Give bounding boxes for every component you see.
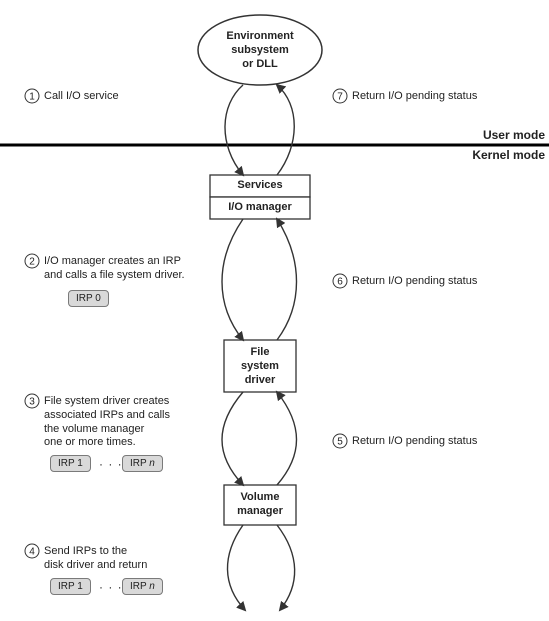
kernel-mode-label: Kernel mode — [380, 148, 545, 163]
arrow-up3 — [277, 392, 297, 485]
step-num-s7: 7 — [337, 92, 343, 103]
user-mode-label: User mode — [380, 128, 545, 143]
irpnb-box: IRP n — [122, 578, 163, 595]
arrow-down1 — [225, 85, 243, 175]
arrow-down2 — [222, 219, 243, 340]
iomanager-label: I/O manager — [210, 201, 310, 215]
step-num-s1: 1 — [29, 92, 35, 103]
irp1b-box: IRP 1 — [50, 578, 91, 595]
step-circles: 1 2 3 4 5 6 7 — [25, 89, 347, 558]
step-num-s2: 2 — [29, 257, 35, 268]
env-label: Environment subsystem or DLL — [198, 30, 322, 71]
arrow-up4 — [277, 525, 295, 610]
step-num-s3: 3 — [29, 397, 35, 408]
step5-text: Return I/O pending status — [352, 435, 477, 449]
fsd-label: File system driver — [224, 346, 296, 387]
arrow-down4 — [227, 525, 245, 610]
irp1a-box: IRP 1 — [50, 455, 91, 472]
irpna-box: IRP n — [122, 455, 163, 472]
dots-b: · · · — [99, 580, 123, 594]
step7-text: Return I/O pending status — [352, 90, 477, 104]
step-num-s4: 4 — [29, 547, 35, 558]
services-label: Services — [210, 179, 310, 193]
step6-text: Return I/O pending status — [352, 275, 477, 289]
irp0-box: IRP 0 — [68, 290, 109, 307]
dots-a: · · · — [99, 457, 123, 471]
volume-label: Volume manager — [224, 491, 296, 519]
step4-text: Send IRPs to the disk driver and return — [44, 545, 204, 573]
step3-text: File system driver creates associated IR… — [44, 395, 224, 450]
arrow-up1 — [277, 85, 294, 175]
arrow-down3 — [222, 392, 243, 485]
step-num-s5: 5 — [337, 437, 343, 448]
step-num-s6: 6 — [337, 277, 343, 288]
step1-text: Call I/O service — [44, 90, 119, 104]
step2-text: I/O manager creates an IRP and calls a f… — [44, 255, 224, 283]
arrow-up2 — [277, 219, 297, 340]
